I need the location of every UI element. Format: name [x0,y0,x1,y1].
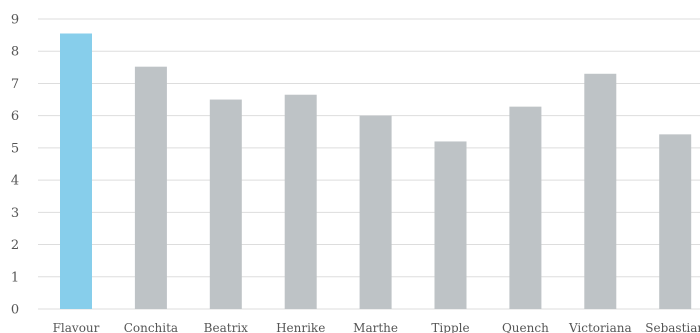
y-tick-label: 1 [11,270,19,285]
bar-conchita [135,67,167,309]
x-tick-label: Beatrix [204,321,248,333]
x-tick-label: Victoriana [568,321,632,333]
bar-victoriana [584,74,616,309]
y-tick-label: 3 [11,206,19,221]
y-tick-label: 7 [11,77,19,92]
y-tick-label: 9 [11,13,19,28]
bar-beatrix [210,100,242,309]
bar-henrike [285,95,317,309]
bar-flavour [60,34,92,310]
x-tick-label: Flavour [53,321,100,333]
y-tick-label: 6 [11,109,19,124]
bars [60,34,691,310]
x-tick-label: Conchita [124,321,178,333]
y-tick-label: 2 [11,238,19,253]
bar-marthe [360,116,392,309]
bar-tipple [435,141,467,309]
x-tick-label: Quench [502,321,549,333]
y-tick-label: 8 [11,45,19,60]
x-tick-label: Sebastian [645,321,700,333]
y-tick-label: 5 [11,141,19,156]
y-tick-label: 4 [11,174,19,189]
x-tick-label: Tipple [431,321,469,333]
y-tick-label: 0 [11,303,19,318]
bar-quench [509,107,541,309]
y-axis-ticks: 0 1 2 3 4 5 6 7 8 9 [11,13,19,318]
bar-sebastian [659,134,691,309]
x-tick-label: Marthe [353,321,398,333]
x-axis-ticks: Flavour Conchita Beatrix Henrike Marthe Tippl… [53,321,700,333]
x-tick-label: Henrike [276,321,325,333]
